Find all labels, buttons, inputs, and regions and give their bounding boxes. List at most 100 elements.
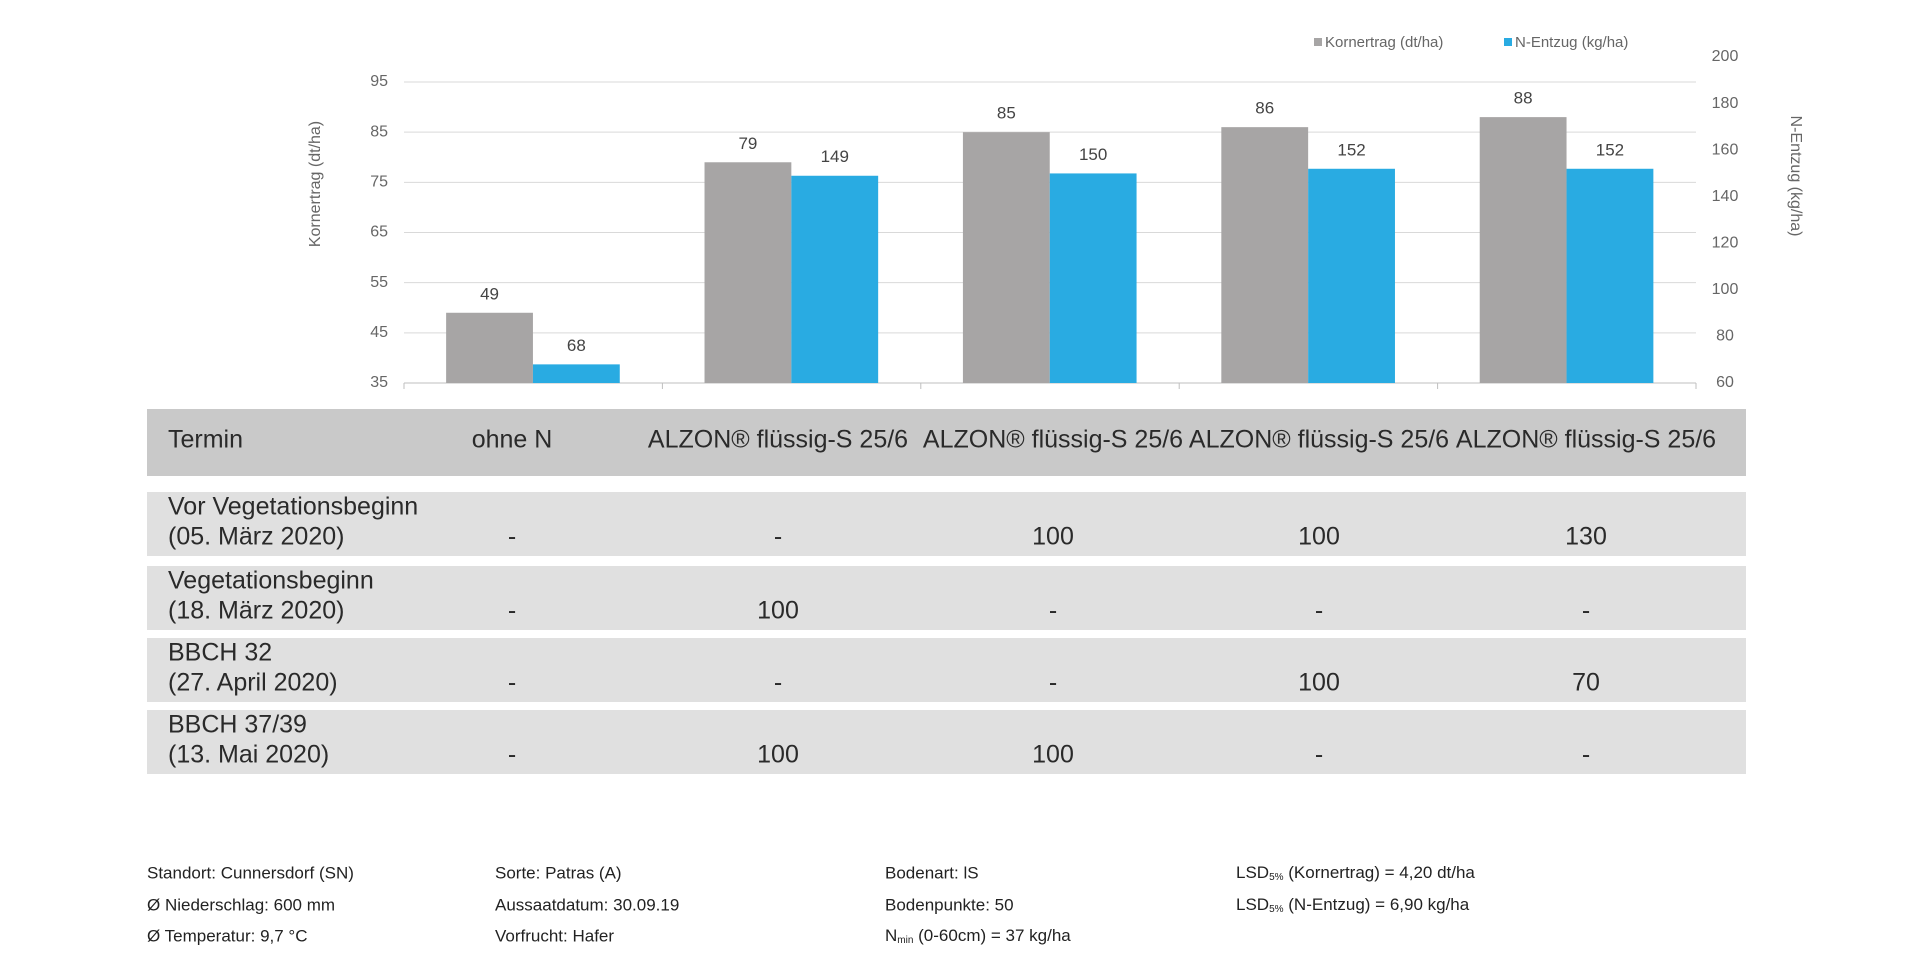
table-cell: - <box>1049 597 1057 625</box>
footer-text: Standort: Cunnersdorf (SN) <box>147 863 354 882</box>
table-cell: - <box>1582 741 1590 769</box>
table-cell: 100 <box>757 597 799 625</box>
value-label: 88 <box>1514 89 1533 108</box>
table-cell: - <box>774 669 782 697</box>
table-cell: 100 <box>1032 741 1074 769</box>
footer-text: Ø Temperatur: 9,7 °C <box>147 926 308 945</box>
table-cell: 100 <box>1032 523 1074 551</box>
value-label: 68 <box>567 336 586 355</box>
footer-text: Sorte: Patras (A) <box>495 863 622 882</box>
table-row-bg <box>147 638 1746 702</box>
bar <box>446 312 533 383</box>
y-tick-label: 35 <box>370 374 388 391</box>
row-label: BBCH 37/39 <box>168 711 307 739</box>
y2-tick-label: 160 <box>1712 141 1739 158</box>
y-tick-label: 45 <box>370 324 388 341</box>
value-label: 150 <box>1079 145 1107 164</box>
value-label: 149 <box>821 147 849 166</box>
bar <box>1049 173 1137 383</box>
table-cell: 130 <box>1565 523 1607 551</box>
bar <box>532 364 620 383</box>
y-axis-title: Kornertrag (dt/ha) <box>307 121 324 247</box>
table-row-bg <box>147 492 1746 556</box>
bar <box>1479 117 1567 383</box>
footer-main: LSD <box>1236 895 1269 914</box>
table-cell: 100 <box>1298 669 1340 697</box>
row-label: BBCH 32 <box>168 639 272 667</box>
table-cell: - <box>1315 597 1323 625</box>
y-tick-label: 95 <box>370 73 388 90</box>
y2-tick-label: 100 <box>1712 281 1739 298</box>
y2-tick-label: 120 <box>1712 235 1739 252</box>
y-tick-label: 85 <box>370 123 388 140</box>
table-cell: - <box>1049 669 1057 697</box>
value-label: 85 <box>997 104 1016 123</box>
row-label: Vor Vegetationsbeginn <box>168 493 418 521</box>
footer-main: N <box>885 926 897 945</box>
table-header-cell: ALZON® flüssig-S 25/6 <box>1456 426 1716 454</box>
y2-tick-label: 140 <box>1712 188 1739 205</box>
bar <box>704 162 792 383</box>
table-cell: - <box>508 741 516 769</box>
legend-swatch <box>1504 38 1512 46</box>
value-label: 86 <box>1255 99 1274 118</box>
legend-swatch <box>1314 38 1322 46</box>
footer-text: Vorfrucht: Hafer <box>495 926 614 945</box>
table-header-bg <box>147 409 1746 476</box>
footer-text: Ø Niederschlag: 600 mm <box>147 895 335 914</box>
bar <box>962 132 1050 383</box>
bar <box>1308 168 1395 383</box>
y2-tick-label: 180 <box>1712 95 1739 112</box>
footer-main: LSD <box>1236 863 1269 882</box>
table-row-bg <box>147 710 1746 774</box>
table-cell: - <box>1582 597 1590 625</box>
table-header-cell: ohne N <box>472 426 553 454</box>
row-label: (13. Mai 2020) <box>168 741 329 769</box>
row-label: (18. März 2020) <box>168 597 344 625</box>
table-header-cell: ALZON® flüssig-S 25/6 <box>648 426 908 454</box>
y2-tick-label: 200 <box>1712 48 1739 65</box>
value-label: 152 <box>1596 140 1624 159</box>
footer-sub: min <box>897 935 913 946</box>
row-label: (27. April 2020) <box>168 669 338 697</box>
footer-rest: (N-Entzug) = 6,90 kg/ha <box>1284 895 1470 914</box>
table-cell: 100 <box>1298 523 1340 551</box>
y-tick-label: 65 <box>370 224 388 241</box>
value-label: 79 <box>738 134 757 153</box>
legend-label: N-Entzug (kg/ha) <box>1515 34 1628 51</box>
footer-text: LSD5% (Kornertrag) = 4,20 dt/ha <box>1236 863 1475 882</box>
footer-text: Bodenpunkte: 50 <box>885 895 1014 914</box>
footer-text: Aussaatdatum: 30.09.19 <box>495 895 679 914</box>
footer-text: LSD5% (N-Entzug) = 6,90 kg/ha <box>1236 895 1470 914</box>
table-header-cell: Termin <box>168 426 243 454</box>
bar <box>1566 168 1654 383</box>
footer-rest: (0-60cm) = 37 kg/ha <box>913 926 1071 945</box>
value-label: 49 <box>480 284 499 303</box>
y2-tick-label: 60 <box>1716 374 1734 391</box>
table-cell: - <box>774 523 782 551</box>
table-cell: 100 <box>757 741 799 769</box>
footer-text: Nmin (0-60cm) = 37 kg/ha <box>885 926 1071 945</box>
table-header-cell: ALZON® flüssig-S 25/6 <box>1189 426 1449 454</box>
table-cell: 70 <box>1572 669 1600 697</box>
legend-label: Kornertrag (dt/ha) <box>1325 34 1443 51</box>
table-cell: - <box>508 597 516 625</box>
footer-sub: 5% <box>1269 904 1284 915</box>
footer-text: Bodenart: lS <box>885 863 979 882</box>
bar <box>1221 127 1309 384</box>
footer-rest: (Kornertrag) = 4,20 dt/ha <box>1284 863 1476 882</box>
value-label: 152 <box>1337 140 1365 159</box>
y-tick-label: 75 <box>370 174 388 191</box>
row-label: Vegetationsbeginn <box>168 567 374 595</box>
y-tick-label: 55 <box>370 274 388 291</box>
table-cell: - <box>508 669 516 697</box>
table-cell: - <box>508 523 516 551</box>
table-row-bg <box>147 566 1746 630</box>
y2-tick-label: 80 <box>1716 328 1734 345</box>
y2-axis-title: N-Entzug (kg/ha) <box>1787 116 1804 237</box>
footer-sub: 5% <box>1269 872 1284 883</box>
table-header-cell: ALZON® flüssig-S 25/6 <box>923 426 1183 454</box>
bar <box>791 175 879 383</box>
table-cell: - <box>1315 741 1323 769</box>
